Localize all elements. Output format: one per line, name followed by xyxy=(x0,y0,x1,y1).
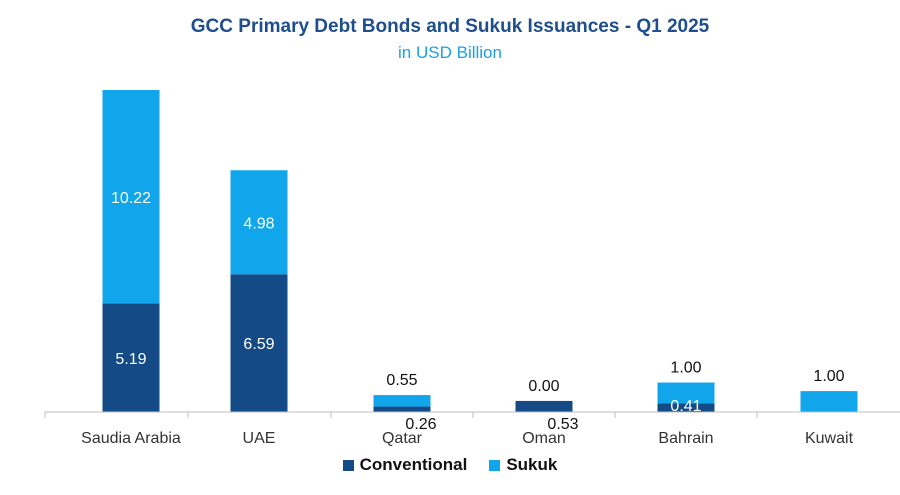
bar-sukuk-uae xyxy=(230,170,288,275)
x-tick-label-uae: UAE xyxy=(243,430,276,447)
bar-conventional-bahrain xyxy=(657,403,715,412)
label-sukuk-oman: 0.00 xyxy=(528,378,559,395)
bar-sukuk-bahrain xyxy=(657,382,715,404)
label-conventional-qatar: 0.26 xyxy=(405,416,436,433)
label-conventional-saudia-arabia: 5.19 xyxy=(115,351,146,368)
legend-swatch-sukuk xyxy=(489,459,501,471)
x-tick-label-bahrain: Bahrain xyxy=(658,430,713,447)
legend-label-sukuk: Sukuk xyxy=(506,455,558,474)
label-sukuk-saudia-arabia: 10.22 xyxy=(111,190,151,207)
label-sukuk-kuwait: 1.00 xyxy=(813,368,844,385)
bar-conventional-qatar xyxy=(373,406,431,412)
label-conventional-bahrain: 0.41 xyxy=(670,398,701,415)
label-conventional-uae: 6.59 xyxy=(243,336,274,353)
legend: Conventional Sukuk xyxy=(0,455,900,475)
label-conventional-oman: 0.53 xyxy=(547,416,578,433)
bar-sukuk-saudia-arabia xyxy=(102,90,160,304)
x-tick-label-kuwait: Kuwait xyxy=(805,430,854,447)
bar-conventional-uae xyxy=(230,274,288,412)
legend-swatch-conventional xyxy=(342,459,354,471)
chart-title: GCC Primary Debt Bonds and Sukuk Issuanc… xyxy=(190,16,710,37)
legend-item-conventional: Conventional xyxy=(342,455,468,475)
bar-sukuk-qatar xyxy=(373,395,431,407)
legend-item-sukuk: Sukuk xyxy=(489,455,557,475)
bar-conventional-saudia-arabia xyxy=(102,303,160,412)
label-sukuk-bahrain: 1.00 xyxy=(670,360,701,377)
x-tick-label-qatar: Qatar xyxy=(382,430,423,447)
x-tick-label-oman: Oman xyxy=(522,430,566,447)
label-sukuk-qatar: 0.55 xyxy=(386,372,417,389)
x-tick-label-saudia-arabia: Saudia Arabia xyxy=(81,430,181,447)
bar-conventional-oman xyxy=(515,400,573,412)
chart-subtitle: in USD Billion xyxy=(398,43,502,62)
legend-label-conventional: Conventional xyxy=(359,455,468,474)
bar-sukuk-kuwait xyxy=(800,391,858,412)
label-sukuk-uae: 4.98 xyxy=(243,215,274,232)
